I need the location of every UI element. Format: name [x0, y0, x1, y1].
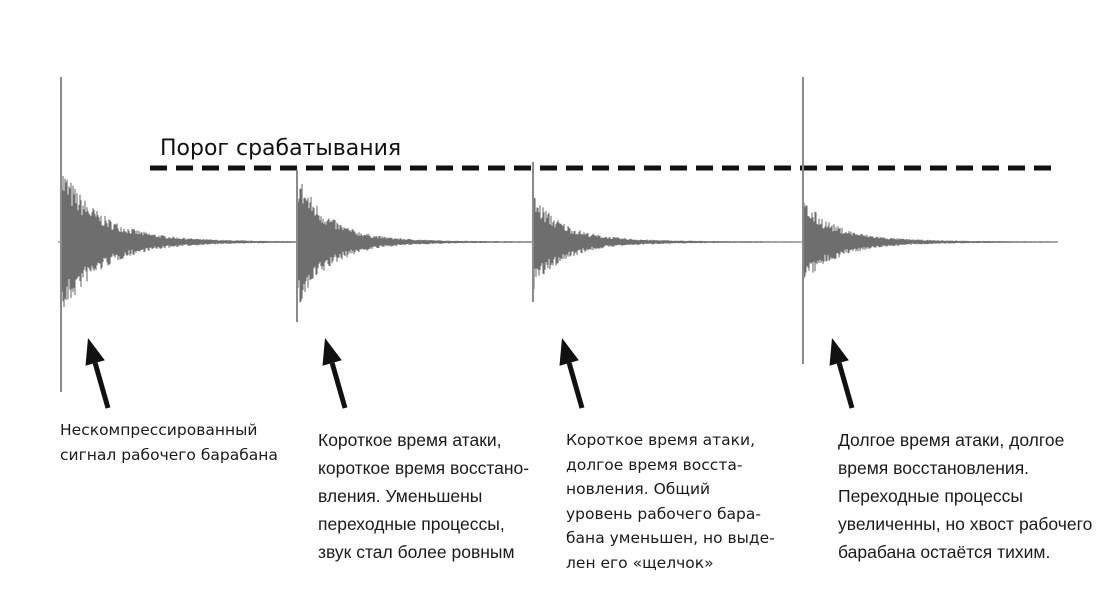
arrow-1 — [85, 338, 111, 409]
threshold-label: Порог срабатывания — [160, 136, 402, 161]
arrow-head — [85, 338, 105, 366]
waveform-long-attack-long-release — [802, 77, 1058, 364]
arrows — [85, 338, 855, 409]
arrow-shaft — [329, 362, 348, 409]
waveform-short-attack-short-release-body — [296, 176, 532, 309]
arrow-shaft — [92, 362, 111, 409]
waveform-uncompressed — [60, 77, 296, 392]
arrow-head — [322, 338, 342, 366]
waveform-short-attack-short-release — [296, 170, 532, 322]
caption-long-attack-long-release: Долгое время атаки, долгое время восстан… — [838, 430, 1093, 562]
waveform-long-attack-long-release-body — [802, 199, 1058, 285]
caption-short-attack-short-release: Короткое время атаки, короткое время вос… — [318, 430, 530, 562]
caption-uncompressed: Нескомпрессированный сигнал рабочего бар… — [60, 421, 278, 464]
arrow-head — [559, 338, 579, 366]
arrow-2 — [322, 338, 348, 409]
arrow-4 — [829, 338, 855, 409]
caption-short-attack-long-release: Короткое время атаки, долгое время восст… — [566, 431, 775, 572]
arrow-head — [829, 338, 849, 366]
waveform-short-attack-long-release-body — [532, 198, 800, 291]
waveforms — [60, 77, 1058, 392]
arrow-shaft — [836, 362, 855, 409]
waveform-uncompressed-body — [60, 176, 296, 319]
arrow-shaft — [566, 362, 585, 409]
arrow-3 — [559, 338, 585, 409]
waveform-short-attack-long-release — [532, 162, 800, 302]
